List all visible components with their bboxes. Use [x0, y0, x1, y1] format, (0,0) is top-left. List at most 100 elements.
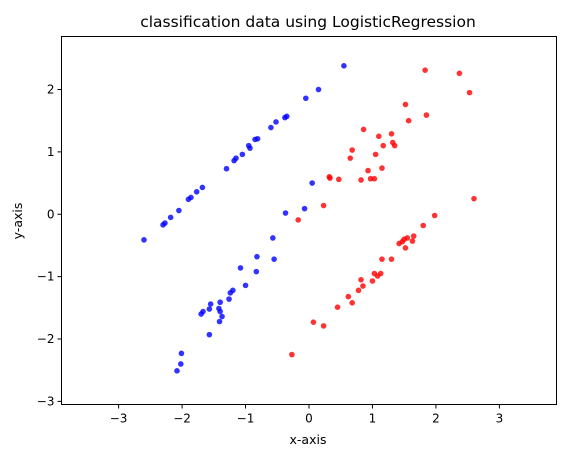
- blue-data-point: [193, 189, 200, 195]
- red-data-point: [360, 283, 366, 289]
- red-data-point: [320, 323, 327, 329]
- blue-data-point: [268, 124, 274, 131]
- red-data-point: [289, 351, 295, 358]
- y-tick-label: −1: [37, 270, 55, 284]
- red-data-point: [360, 126, 367, 133]
- red-data-point: [355, 287, 362, 294]
- blue-data-point: [216, 318, 223, 325]
- red-data-point: [310, 319, 317, 325]
- blue-data-point: [167, 214, 174, 221]
- chart-title: classification data using LogisticRegres…: [140, 13, 476, 31]
- red-data-point: [372, 151, 379, 158]
- red-data-point: [345, 293, 352, 300]
- y-tick-label: −3: [37, 394, 55, 408]
- red-data-point: [422, 67, 428, 73]
- blue-data-point: [283, 113, 290, 120]
- x-tick-label: −2: [173, 412, 191, 426]
- blue-data-point: [301, 205, 308, 212]
- red-data-point: [295, 217, 302, 223]
- y-tick-label: 0: [47, 207, 55, 221]
- red-data-point: [327, 175, 333, 181]
- blue-data-point: [271, 256, 277, 262]
- x-tick-label: −1: [237, 412, 255, 426]
- blue-data-point: [247, 145, 253, 151]
- blue-data-point: [217, 299, 223, 306]
- blue-data-point: [254, 135, 261, 142]
- red-data-point: [471, 195, 477, 202]
- y-tick-label: −2: [37, 332, 55, 346]
- red-data-point: [456, 70, 463, 77]
- data-points: [141, 63, 477, 374]
- red-data-point: [376, 133, 382, 140]
- red-data-point: [349, 300, 355, 306]
- x-tick-label: 3: [496, 412, 504, 426]
- red-data-point: [379, 256, 385, 262]
- red-data-point: [405, 117, 412, 124]
- red-data-point: [347, 155, 354, 161]
- blue-data-point: [270, 235, 276, 241]
- blue-data-point: [178, 350, 185, 357]
- red-data-point: [402, 245, 409, 251]
- x-axis-ticks: −3 −2 −1 0 1 2 3: [110, 404, 504, 426]
- plot-area-frame: [61, 36, 557, 405]
- blue-data-point: [223, 165, 230, 172]
- blue-data-point: [219, 313, 225, 320]
- red-data-point: [420, 222, 427, 229]
- y-axis-label: y-axis: [10, 203, 25, 240]
- y-tick-label: 2: [47, 83, 55, 97]
- blue-data-point: [176, 207, 182, 214]
- red-data-point: [410, 233, 417, 239]
- blue-data-point: [233, 155, 239, 161]
- blue-data-point: [309, 180, 315, 186]
- blue-data-point: [315, 86, 322, 93]
- red-data-point: [358, 276, 364, 283]
- blue-data-point: [253, 268, 260, 275]
- blue-data-point: [226, 296, 232, 302]
- blue-data-point: [217, 308, 223, 315]
- blue-data-point: [254, 253, 260, 260]
- red-data-point: [365, 167, 371, 174]
- red-data-point: [388, 256, 395, 262]
- red-data-point: [431, 212, 438, 219]
- red-data-point: [380, 142, 387, 149]
- red-data-point: [371, 270, 378, 277]
- red-data-point: [349, 147, 355, 153]
- blue-data-point: [207, 301, 214, 307]
- blue-data-point: [341, 63, 347, 69]
- red-data-point: [336, 176, 342, 183]
- red-data-point: [369, 278, 376, 284]
- x-tick-label: 1: [369, 412, 377, 426]
- red-data-point: [409, 238, 416, 244]
- red-data-point: [423, 112, 430, 118]
- red-data-point: [388, 131, 395, 137]
- blue-data-point: [273, 119, 279, 125]
- blue-data-point: [188, 194, 194, 201]
- red-data-point: [334, 304, 341, 310]
- red-data-point: [391, 142, 398, 149]
- red-data-point: [358, 177, 364, 183]
- blue-data-point: [206, 306, 213, 312]
- blue-data-point: [303, 95, 309, 102]
- blue-data-point: [162, 220, 168, 226]
- red-data-point: [402, 101, 409, 108]
- blue-data-point: [242, 282, 249, 289]
- blue-data-point: [199, 184, 206, 191]
- x-tick-label: 0: [305, 412, 313, 426]
- x-axis-label: x-axis: [290, 432, 327, 447]
- red-data-point: [466, 89, 473, 96]
- x-tick-label: 2: [432, 412, 440, 426]
- y-axis-ticks: −3 −2 −1 0 1 2: [37, 83, 62, 408]
- blue-data-point: [174, 368, 180, 374]
- blue-data-point: [141, 237, 147, 243]
- red-data-point: [320, 202, 327, 209]
- red-data-point: [379, 165, 385, 171]
- blue-data-point: [198, 311, 204, 317]
- blue-data-point: [237, 265, 244, 271]
- red-data-point: [371, 175, 378, 182]
- blue-data-point: [239, 151, 246, 158]
- blue-data-point: [282, 210, 289, 216]
- x-tick-label: −3: [110, 412, 128, 426]
- y-tick-label: 1: [47, 145, 55, 159]
- blue-data-point: [206, 331, 213, 338]
